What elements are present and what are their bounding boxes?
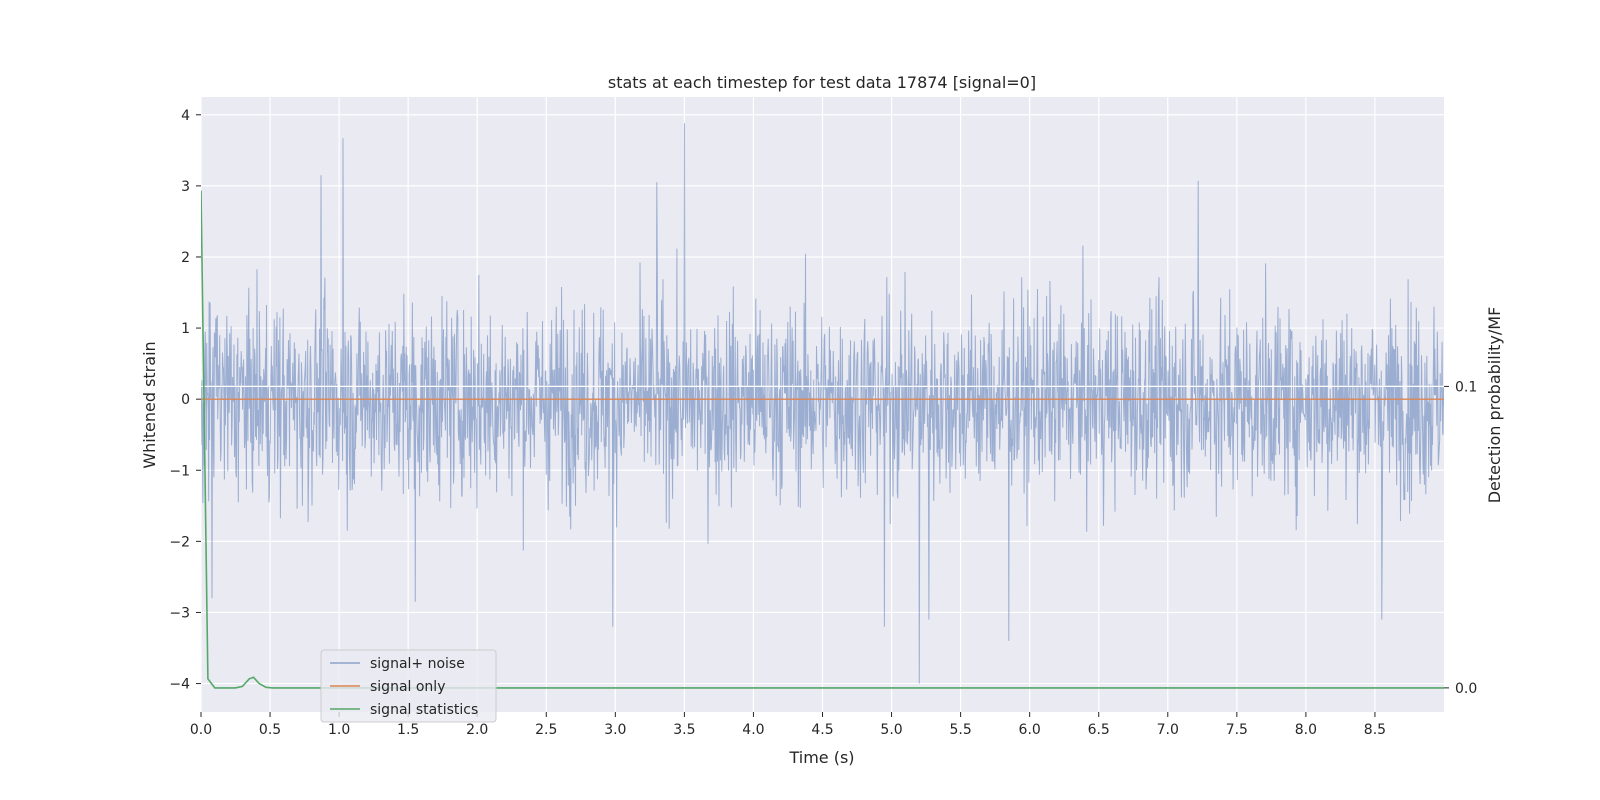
x-tick-label: 2.0 bbox=[466, 722, 488, 738]
y-tick-label: 0 bbox=[181, 392, 190, 408]
y-tick-label: −1 bbox=[169, 463, 190, 479]
x-tick-label: 8.5 bbox=[1364, 722, 1386, 738]
x-tick-label: 3.0 bbox=[604, 722, 626, 738]
legend-box bbox=[320, 649, 497, 723]
legend-label-signal-noise: signal+ noise bbox=[370, 656, 465, 672]
x-tick-label: 7.5 bbox=[1226, 722, 1248, 738]
y-tick-label: −3 bbox=[169, 605, 190, 621]
chart-title: stats at each timestep for test data 178… bbox=[608, 73, 1036, 92]
x-tick-label: 1.0 bbox=[328, 722, 350, 738]
x-tick-label: 6.0 bbox=[1019, 722, 1041, 738]
x-tick-label: 0.0 bbox=[190, 722, 212, 738]
y2-axis-ticks: 0.0 0.1 bbox=[1444, 379, 1477, 697]
legend: signal+ noise signal only signal statist… bbox=[320, 649, 497, 723]
x-tick-label: 3.5 bbox=[673, 722, 695, 738]
x-tick-label: 5.5 bbox=[949, 722, 971, 738]
plot-series bbox=[201, 123, 1444, 689]
x-tick-label: 7.0 bbox=[1157, 722, 1179, 738]
series-line-signal-statistics bbox=[201, 190, 1444, 689]
legend-label-signal-statistics: signal statistics bbox=[370, 702, 478, 718]
y-tick-label: −4 bbox=[169, 677, 190, 693]
y-axis-label: Whitened strain bbox=[140, 341, 159, 468]
y-tick-label: 3 bbox=[181, 179, 190, 195]
series-line-signal-noise bbox=[201, 123, 1444, 684]
y2-tick-label: 0.0 bbox=[1455, 681, 1477, 697]
x-tick-label: 5.0 bbox=[880, 722, 902, 738]
x-tick-label: 4.5 bbox=[811, 722, 833, 738]
x-axis-label: Time (s) bbox=[788, 748, 854, 767]
legend-label-signal-only: signal only bbox=[370, 679, 445, 695]
x-tick-label: 8.0 bbox=[1295, 722, 1317, 738]
y-tick-label: 4 bbox=[181, 108, 190, 124]
y-axis-ticks: −4 −3 −2 −1 0 1 2 3 4 bbox=[169, 108, 201, 693]
y-tick-label: 2 bbox=[181, 250, 190, 266]
x-tick-label: 4.0 bbox=[742, 722, 764, 738]
x-tick-label: 1.5 bbox=[397, 722, 419, 738]
x-tick-label: 2.5 bbox=[535, 722, 557, 738]
x-tick-label: 6.5 bbox=[1088, 722, 1110, 738]
y2-tick-label: 0.1 bbox=[1455, 379, 1477, 395]
y-tick-label: −2 bbox=[169, 534, 190, 550]
x-axis-ticks: 0.0 0.5 1.0 1.5 2.0 2.5 3.0 3.5 4.0 4.5 5.0 5.5 6.0 6… bbox=[190, 712, 1386, 738]
x-tick-label: 0.5 bbox=[259, 722, 281, 738]
y-tick-label: 1 bbox=[181, 321, 190, 337]
y2-axis-label: Detection probability/MF bbox=[1485, 307, 1504, 504]
